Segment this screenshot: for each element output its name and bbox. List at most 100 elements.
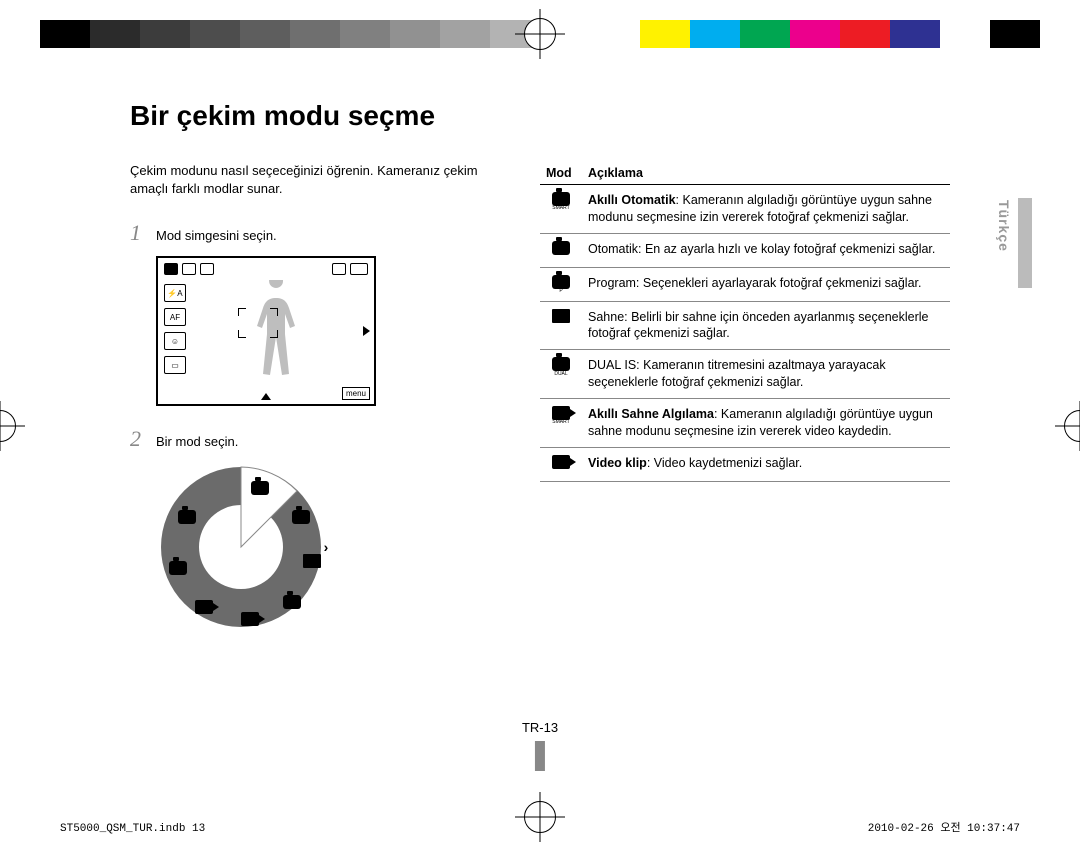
mode-icon-cell: P xyxy=(540,267,582,301)
mode-name: Video klip xyxy=(588,456,647,470)
focus-brackets xyxy=(238,308,278,338)
mode-description: : Video kaydetmenizi sağlar. xyxy=(647,456,802,470)
camera-icon xyxy=(552,241,570,255)
toolbar-icon: ▭ xyxy=(164,356,186,374)
battery-icon xyxy=(350,263,368,275)
mode-desc-cell: Sahne: Belirli bir sahne için önceden ay… xyxy=(582,301,950,350)
video-icon xyxy=(552,455,570,469)
menu-label: menu xyxy=(342,387,370,400)
toolbar-icon: ⚡A xyxy=(164,284,186,302)
registration-mark-bottom xyxy=(524,801,556,833)
mode-icon-cell: SMART xyxy=(540,185,582,234)
color-swatch xyxy=(890,20,940,48)
status-icon xyxy=(200,263,214,275)
color-swatch xyxy=(40,20,90,48)
camera-icon: SMART xyxy=(552,192,570,206)
registration-mark-left xyxy=(0,410,16,442)
page-content: Bir çekim modu seçme Çekim modunu nasıl … xyxy=(130,100,950,632)
step-1: 1 Mod simgesini seçin. xyxy=(130,220,510,246)
table-row: Otomatik: En az ayarla hızlı ve kolay fo… xyxy=(540,233,950,267)
mode-icon-cell xyxy=(540,301,582,350)
color-swatch xyxy=(90,20,140,48)
table-row: SMART Akıllı Otomatik: Kameranın algıladı… xyxy=(540,185,950,234)
right-arrow-icon xyxy=(363,326,370,336)
dial-mode-video-icon xyxy=(194,597,214,617)
toolbar-icon: AF xyxy=(164,308,186,326)
intro-text: Çekim modunu nasıl seçeceğinizi öğrenin.… xyxy=(130,162,510,198)
camera-screen-illustration: ⚡A AF ☺ ▭ menu xyxy=(156,256,376,406)
mode-desc-cell: Akıllı Sahne Algılama: Kameranın algılad… xyxy=(582,399,950,448)
page-title: Bir çekim modu seçme xyxy=(130,100,950,132)
color-swatch xyxy=(190,20,240,48)
page-number: TR-13 xyxy=(522,720,558,771)
dial-chevron-icon: › xyxy=(316,537,336,557)
mode-description: Sahne: Belirli bir sahne için önceden ay… xyxy=(588,310,928,341)
camera-icon: P xyxy=(552,275,570,289)
mode-icon-cell xyxy=(540,447,582,481)
dial-mode-auto-icon xyxy=(250,478,270,498)
color-swatch xyxy=(440,20,490,48)
camera-icon: DUAL xyxy=(552,357,570,371)
status-icon xyxy=(164,263,178,275)
color-swatch xyxy=(140,20,190,48)
color-swatch xyxy=(590,20,640,48)
mode-icon-cell: DUAL xyxy=(540,350,582,399)
color-swatch xyxy=(940,20,990,48)
footer-filename: ST5000_QSM_TUR.indb 13 xyxy=(60,823,205,835)
mode-desc-cell: Video klip: Video kaydetmenizi sağlar. xyxy=(582,447,950,481)
status-icon xyxy=(332,263,346,275)
color-swatch xyxy=(840,20,890,48)
color-swatch xyxy=(240,20,290,48)
mode-name: Akıllı Sahne Algılama xyxy=(588,407,714,421)
mode-description: Program: Seçenekleri ayarlayarak fotoğra… xyxy=(588,276,921,290)
language-tab-bar xyxy=(1018,198,1032,288)
dial-ml xyxy=(168,558,188,578)
color-swatch xyxy=(640,20,690,48)
language-tab: Türkçe xyxy=(996,200,1012,252)
color-swatch xyxy=(690,20,740,48)
mode-desc-cell: Program: Seçenekleri ayarlayarak fotoğra… xyxy=(582,267,950,301)
color-swatch xyxy=(290,20,340,48)
step-1-number: 1 xyxy=(130,220,156,246)
dial-mode-smart-icon xyxy=(177,507,197,527)
video-icon: SMART xyxy=(552,406,570,420)
status-icon xyxy=(182,263,196,275)
table-row: Video klip: Video kaydetmenizi sağlar. xyxy=(540,447,950,481)
dial-mode-smartvid-icon xyxy=(240,609,260,629)
table-row: DUAL DUAL IS: Kameranın titremesini azalt… xyxy=(540,350,950,399)
mode-desc-cell: Otomatik: En az ayarla hızlı ve kolay fo… xyxy=(582,233,950,267)
step-2-text: Bir mod seçin. xyxy=(156,434,238,449)
footer-timestamp: 2010-02-26 오전 10:37:47 xyxy=(868,819,1020,835)
registration-mark-right xyxy=(1064,410,1080,442)
color-swatch xyxy=(790,20,840,48)
mode-description: Otomatik: En az ayarla hızlı ve kolay fo… xyxy=(588,242,935,256)
color-swatch xyxy=(990,20,1040,48)
mode-name: Akıllı Otomatik xyxy=(588,193,676,207)
page-number-text: TR-13 xyxy=(522,720,558,735)
table-head-desc: Açıklama xyxy=(582,162,950,185)
color-swatch xyxy=(340,20,390,48)
dial-mode-program-icon xyxy=(291,507,311,527)
up-arrow-icon xyxy=(261,393,271,400)
registration-mark-top xyxy=(524,18,556,50)
right-column: Mod Açıklama SMART Akıllı Otomatik: Kamer… xyxy=(540,162,950,632)
table-row: Sahne: Belirli bir sahne için önceden ay… xyxy=(540,301,950,350)
table-head-mod: Mod xyxy=(540,162,582,185)
color-swatch xyxy=(740,20,790,48)
dial-mode-dual-icon xyxy=(282,592,302,612)
step-1-text: Mod simgesini seçin. xyxy=(156,228,277,243)
color-swatch xyxy=(390,20,440,48)
page-number-bar xyxy=(535,741,545,771)
mode-icon-cell: SMART xyxy=(540,399,582,448)
screen-left-toolbar: ⚡A AF ☺ ▭ xyxy=(164,284,186,374)
modes-table: Mod Açıklama SMART Akıllı Otomatik: Kamer… xyxy=(540,162,950,482)
mode-dial-illustration: › xyxy=(156,462,326,632)
step-2: 2 Bir mod seçin. xyxy=(130,426,510,452)
step-2-number: 2 xyxy=(130,426,156,452)
table-row: P Program: Seçenekleri ayarlayarak fotoğr… xyxy=(540,267,950,301)
mode-description: DUAL IS: Kameranın titremesini azaltmaya… xyxy=(588,358,886,389)
mode-desc-cell: DUAL IS: Kameranın titremesini azaltmaya… xyxy=(582,350,950,399)
mode-desc-cell: Akıllı Otomatik: Kameranın algıladığı gö… xyxy=(582,185,950,234)
table-row: SMART Akıllı Sahne Algılama: Kameranın al… xyxy=(540,399,950,448)
mode-icon-cell xyxy=(540,233,582,267)
